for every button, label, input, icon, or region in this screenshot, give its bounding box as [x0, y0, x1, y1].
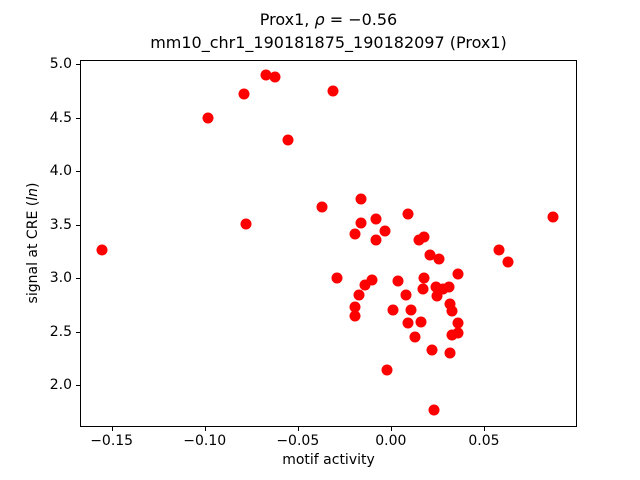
scatter-point [413, 234, 425, 246]
y-tick-mark [76, 278, 80, 280]
scatter-point [405, 304, 417, 316]
scatter-point [96, 244, 108, 256]
scatter-point [402, 208, 414, 220]
y-tick-mark [76, 331, 80, 333]
scatter-point [452, 317, 464, 329]
x-tick-label: −0.10 [183, 433, 227, 449]
chart-title-block: Prox1, ρ = −0.56 mm10_chr1_190181875_190… [80, 8, 577, 54]
x-axis-label: motif activity [282, 452, 375, 468]
scatter-point [282, 134, 294, 146]
scatter-point [355, 193, 367, 205]
scatter-point [433, 253, 445, 265]
y-tick-label: 4.5 [49, 109, 72, 126]
scatter-point [349, 301, 361, 313]
scatter-point [366, 274, 378, 286]
chart-title: Prox1, ρ = −0.56 [80, 8, 577, 31]
title-rho-value: = −0.56 [324, 10, 398, 29]
scatter-point [493, 244, 505, 256]
scatter-point [547, 211, 559, 223]
x-tick-label: 0.05 [468, 433, 500, 449]
y-tick-mark [76, 224, 80, 226]
scatter-point [446, 329, 458, 341]
scatter-point [392, 275, 404, 287]
scatter-point [359, 279, 371, 291]
scatter-point [370, 213, 382, 225]
scatter-point [415, 316, 427, 328]
scatter-point [260, 69, 272, 81]
scatter-point [417, 283, 428, 295]
scatter-point [379, 225, 391, 237]
scatter-point [202, 112, 214, 124]
x-tick-mark [297, 427, 299, 431]
y-tick-mark [76, 117, 80, 119]
scatter-point [437, 283, 449, 295]
rho-symbol: ρ [314, 10, 325, 29]
scatter-point [431, 290, 443, 302]
y-tick-label: 3.5 [49, 216, 72, 233]
x-tick-mark [390, 427, 392, 431]
y-axis-label: signal at CRE (ln) [25, 182, 41, 304]
x-tick-label: 0.00 [375, 433, 407, 449]
y-tick-mark [76, 171, 80, 173]
y-tick-label: 2.0 [49, 377, 72, 394]
y-tick-label: 2.5 [49, 323, 72, 340]
title-gene-name: Prox1, [259, 10, 315, 29]
scatter-point [444, 347, 456, 359]
scatter-point [269, 71, 281, 83]
scatter-point [349, 228, 361, 240]
scatter-point [446, 305, 458, 317]
scatter-point [418, 272, 430, 284]
scatter-point [430, 281, 442, 293]
scatter-point [316, 201, 328, 213]
scatter-point [355, 217, 367, 229]
x-tick-mark [111, 427, 113, 431]
scatter-point [452, 268, 464, 280]
x-tick-mark [204, 427, 206, 431]
scatter-point [349, 310, 361, 322]
scatter-point [238, 88, 250, 100]
scatter-point [444, 298, 456, 310]
scatter-point [331, 272, 343, 284]
x-tick-mark [483, 427, 485, 431]
scatter-point [381, 364, 393, 376]
scatter-point [428, 404, 440, 416]
y-tick-mark [76, 385, 80, 387]
scatter-point [327, 85, 339, 97]
scatter-point [370, 234, 382, 246]
scatter-point [426, 344, 438, 356]
scatter-point [387, 304, 399, 316]
scatter-point [424, 249, 436, 261]
x-tick-label: −0.15 [90, 433, 134, 449]
scatter-point [502, 256, 514, 268]
y-tick-label: 4.0 [49, 163, 72, 180]
scatter-point [353, 289, 365, 301]
scatter-point [443, 281, 455, 293]
scatter-point [418, 231, 430, 243]
chart-subtitle: mm10_chr1_190181875_190182097 (Prox1) [150, 33, 507, 53]
y-tick-label: 3.0 [49, 270, 72, 287]
y-tick-mark [76, 64, 80, 66]
scatter-point [402, 317, 414, 329]
scatter-point [400, 289, 412, 301]
y-tick-label: 5.0 [49, 56, 72, 73]
x-tick-label: −0.05 [276, 433, 320, 449]
scatter-point [409, 331, 421, 343]
scatter-point [240, 218, 252, 230]
scatter-point [452, 327, 464, 339]
plot-area [80, 60, 577, 427]
